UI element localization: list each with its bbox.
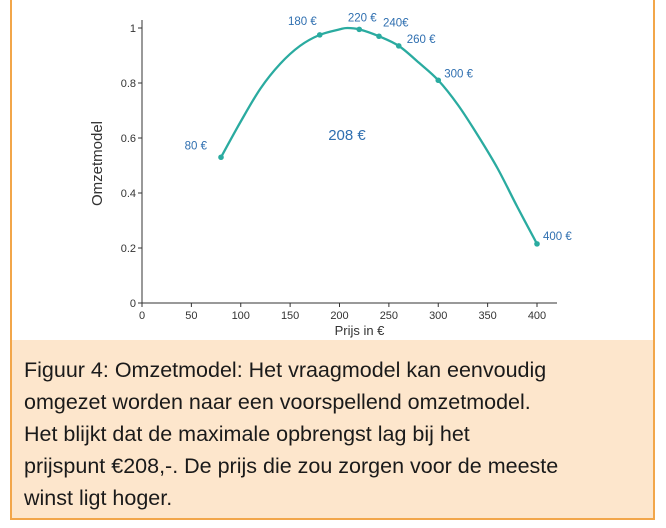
x-tick-label: 0 bbox=[139, 310, 145, 322]
price-point-dot bbox=[534, 241, 540, 247]
caption-line: winst ligt hoger. bbox=[24, 486, 173, 510]
y-tick-label: 0.6 bbox=[121, 133, 136, 145]
x-axis-label: Prijs in € bbox=[335, 323, 386, 338]
price-point-label: 240€ bbox=[383, 17, 409, 29]
price-point-dot bbox=[435, 77, 442, 84]
price-point-label: 80 € bbox=[185, 140, 208, 152]
x-tick-label: 250 bbox=[380, 310, 398, 322]
y-axis-ticks: 0 0.2 0.4 0.6 0.8 1 bbox=[121, 23, 142, 310]
y-tick-label: 0.8 bbox=[121, 78, 136, 90]
price-point-label: 220 € bbox=[348, 12, 377, 24]
y-tick-label: 1 bbox=[130, 23, 136, 35]
x-tick-label: 300 bbox=[429, 310, 447, 322]
x-axis-ticks: 0 50 100 150 200 250 300 350 400 bbox=[139, 303, 546, 322]
x-tick-label: 100 bbox=[232, 310, 250, 322]
x-tick-label: 200 bbox=[330, 310, 348, 322]
caption-line: Figuur 4: Omzetmodel: Het vraagmodel kan… bbox=[24, 358, 547, 382]
x-tick-label: 400 bbox=[528, 310, 546, 322]
price-point-dot bbox=[376, 33, 382, 40]
caption-line: Het blijkt dat de maximale opbrengst lag… bbox=[24, 422, 470, 446]
y-tick-label: 0.2 bbox=[121, 243, 136, 255]
y-tick-label: 0.4 bbox=[121, 188, 136, 200]
x-tick-label: 150 bbox=[281, 310, 299, 322]
price-point-label: 180 € bbox=[288, 16, 317, 28]
price-point-markers: 80 € 180 € 220 € 240€ 260 € 300 € 400 € bbox=[185, 12, 572, 247]
price-point-label: 400 € bbox=[543, 231, 572, 243]
max-revenue-annotation: 208 € bbox=[328, 127, 366, 144]
y-tick-label: 0 bbox=[130, 298, 136, 310]
price-point-dot bbox=[356, 26, 363, 33]
price-point-dot bbox=[218, 154, 224, 161]
figure-caption: Figuur 4: Omzetmodel: Het vraagmodel kan… bbox=[24, 354, 643, 514]
frame-border-right bbox=[653, 0, 655, 520]
y-axis-label: Omzetmodel bbox=[89, 121, 106, 206]
price-point-dot bbox=[316, 32, 323, 38]
price-point-label: 300 € bbox=[444, 68, 473, 80]
revenue-chart: 0 50 100 150 200 250 300 350 400 00.20.40.60.81 … bbox=[89, 12, 572, 338]
x-tick-label: 50 bbox=[185, 310, 197, 322]
chart-axes: 0 50 100 150 200 250 300 350 400 00.20.40.60.81 … bbox=[89, 20, 557, 338]
caption-line: omgezet worden naar een voorspellend omz… bbox=[24, 390, 531, 414]
frame-border-bottom bbox=[10, 518, 655, 520]
x-tick-label: 350 bbox=[478, 310, 496, 322]
caption-line: prijspunt €208,-. De prijs die zou zorge… bbox=[24, 454, 559, 478]
price-point-label: 260 € bbox=[407, 34, 436, 46]
figure-caption-box: Figuur 4: Omzetmodel: Het vraagmodel kan… bbox=[12, 340, 653, 518]
frame-border-left bbox=[10, 0, 12, 520]
price-point-dot bbox=[395, 43, 402, 49]
revenue-curve bbox=[219, 26, 539, 245]
